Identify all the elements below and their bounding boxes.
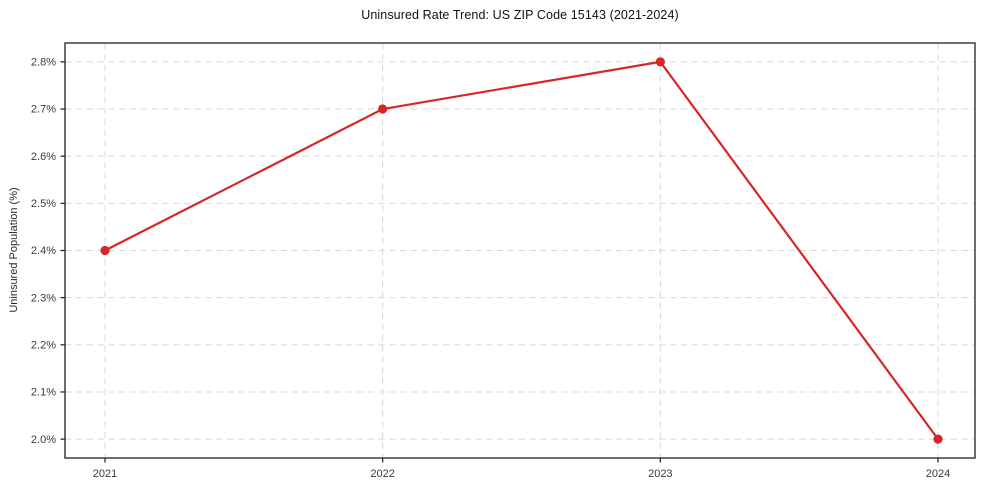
x-tick-label: 2024 xyxy=(926,468,950,480)
y-tick-label: 2.6% xyxy=(31,151,56,163)
x-tick-label: 2023 xyxy=(648,468,672,480)
y-axis-label: Uninsured Population (%) xyxy=(8,187,20,313)
data-point-marker xyxy=(100,245,110,256)
y-tick-label: 2.1% xyxy=(31,387,56,399)
data-point-marker xyxy=(933,434,943,444)
x-tick-label: 2021 xyxy=(93,468,117,480)
data-line xyxy=(103,60,940,441)
y-tick-label: 2.5% xyxy=(31,198,56,210)
data-point-marker xyxy=(378,104,388,114)
y-tick-label: 2.8% xyxy=(31,56,56,68)
y-tick-label: 2.0% xyxy=(31,434,56,446)
y-tick-label: 2.3% xyxy=(31,292,56,304)
y-tick-label: 2.7% xyxy=(31,104,56,116)
data-point-marker xyxy=(655,57,665,67)
y-tick-label: 2.4% xyxy=(31,245,56,257)
y-tick-label: 2.2% xyxy=(31,339,56,351)
x-tick-label: 2022 xyxy=(370,468,394,480)
chart-title: Uninsured Rate Trend: US ZIP Code 15143 … xyxy=(361,8,679,22)
